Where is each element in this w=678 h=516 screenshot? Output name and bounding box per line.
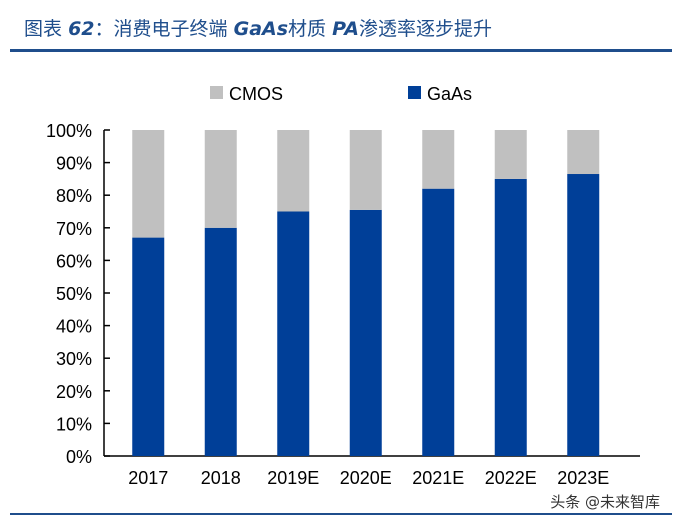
title-part: 消费电子终端: [113, 18, 228, 40]
title-number: 62: [68, 18, 95, 40]
bar-cmos: [132, 130, 165, 238]
legend-swatch-gaas: [408, 86, 421, 99]
x-tick-label: 2020E: [340, 468, 392, 488]
title-sep: ：: [94, 18, 114, 40]
bar-cmos: [494, 130, 527, 179]
title-prefix: 图表: [24, 18, 63, 40]
x-tick-label: 2017: [128, 468, 168, 488]
bar-cmos: [277, 130, 310, 212]
bar-cmos: [567, 130, 600, 175]
y-tick-label: 50%: [56, 284, 92, 304]
y-tick-label: 10%: [56, 414, 92, 434]
bottom-divider: [10, 513, 672, 515]
bar-cmos: [422, 130, 455, 189]
bar-gaas: [277, 211, 310, 456]
y-tick-label: 70%: [56, 219, 92, 239]
y-tick-label: 40%: [56, 317, 92, 337]
bar-gaas: [349, 209, 382, 456]
x-tick-label: 2021E: [412, 468, 464, 488]
x-tick-label: 2023E: [557, 468, 609, 488]
bar-cmos: [349, 130, 382, 210]
x-tick-label: 2018: [201, 468, 241, 488]
bar-gaas: [422, 188, 455, 456]
title-part: 渗透率逐步提升: [358, 18, 492, 40]
x-tick-label: 2019E: [267, 468, 319, 488]
title-part: PA: [332, 18, 359, 40]
y-tick-label: 0%: [66, 447, 92, 467]
bar-gaas: [132, 237, 165, 456]
y-tick-label: 100%: [46, 121, 92, 141]
y-tick-label: 30%: [56, 349, 92, 369]
y-tick-label: 90%: [56, 154, 92, 174]
watermark: 头条 @未来智库: [550, 493, 660, 511]
title-divider: [10, 49, 672, 52]
y-tick-label: 60%: [56, 251, 92, 271]
bar-gaas: [494, 178, 527, 456]
bar-gaas: [567, 174, 600, 456]
legend-label-cmos: CMOS: [229, 84, 283, 104]
title-part: GaAs: [233, 18, 289, 40]
y-tick-label: 20%: [56, 382, 92, 402]
chart-title: 图表 62：消费电子终端 GaAs材质 PA渗透率逐步提升: [24, 14, 492, 41]
legend-label-gaas: GaAs: [427, 84, 472, 104]
y-tick-label: 80%: [56, 186, 92, 206]
title-part: 材质: [288, 18, 327, 40]
legend-swatch-cmos: [210, 86, 223, 99]
x-tick-label: 2022E: [485, 468, 537, 488]
bar-gaas: [204, 227, 237, 456]
bar-cmos: [204, 130, 237, 228]
